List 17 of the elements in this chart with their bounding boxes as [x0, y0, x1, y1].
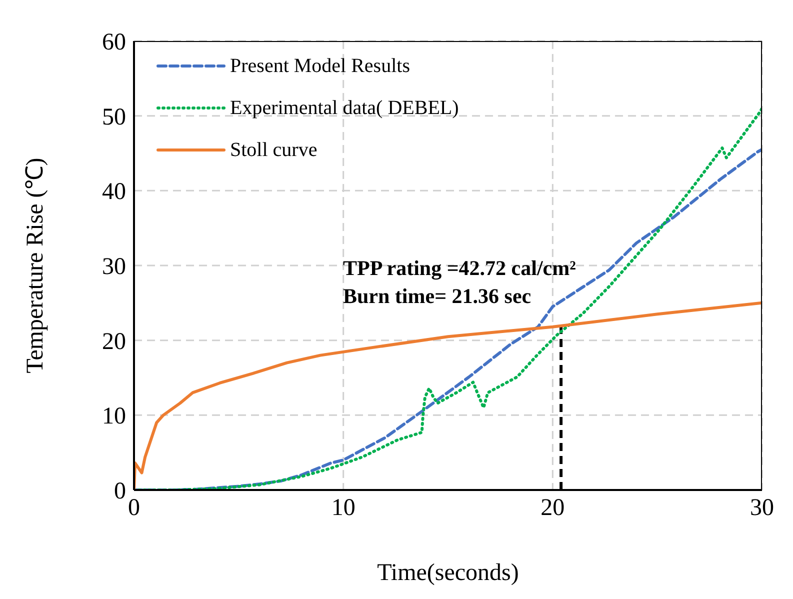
y-tick-label: 50: [102, 104, 126, 130]
y-tick-label: 20: [102, 328, 126, 355]
y-tick-label: 10: [102, 404, 126, 430]
x-tick-label: 20: [540, 495, 565, 522]
y-tick-label: 30: [102, 254, 126, 280]
x-tick-label: 30: [750, 495, 774, 522]
y-axis-title: Temperature Rise (℃): [22, 158, 49, 374]
x-tick-label: 10: [331, 495, 356, 522]
x-axis-title: Time(seconds): [377, 560, 519, 586]
y-tick-label: 60: [102, 30, 126, 56]
legend-label: Present Model Results: [230, 54, 410, 78]
y-tick-label: 40: [102, 179, 126, 206]
legend-label: Experimental data( DEBEL): [230, 96, 459, 120]
y-tick-label: 0: [114, 478, 126, 505]
annotation: Burn time= 21.36 sec: [343, 283, 532, 310]
annotation: TPP rating =42.72 cal/cm²: [343, 255, 576, 282]
legend-label: Stoll curve: [230, 138, 318, 162]
